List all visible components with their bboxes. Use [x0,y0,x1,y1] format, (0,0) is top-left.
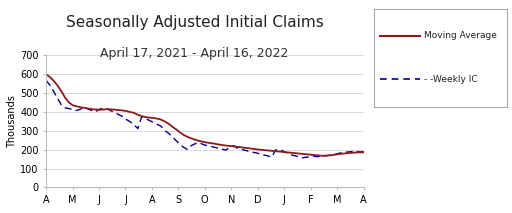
- -Weekly IC [299,157,305,159]
Text: Moving Average: Moving Average [424,32,497,40]
Moving Average [299,153,305,155]
Line: - -Weekly IC: - -Weekly IC [46,80,364,158]
- -Weekly IC [303,156,309,158]
Text: April 17, 2021 - April 16, 2022: April 17, 2021 - April 16, 2022 [100,47,289,60]
- -Weekly IC [62,106,68,109]
Text: Seasonally Adjusted Initial Claims: Seasonally Adjusted Initial Claims [66,15,324,30]
- -Weekly IC [47,84,53,86]
Moving Average [200,141,206,143]
Line: Moving Average: Moving Average [46,74,364,156]
- -Weekly IC [200,143,206,146]
- -Weekly IC [43,79,49,82]
Moving Average [284,151,290,154]
Y-axis label: Thousands: Thousands [7,95,17,148]
Moving Average [318,154,325,157]
Moving Average [62,96,68,99]
- -Weekly IC [284,152,290,154]
Moving Average [360,151,367,154]
- -Weekly IC [360,150,367,153]
Moving Average [43,73,49,76]
Text: - -Weekly IC: - -Weekly IC [424,75,478,83]
Moving Average [184,136,190,138]
- -Weekly IC [184,148,190,151]
Moving Average [47,76,53,78]
